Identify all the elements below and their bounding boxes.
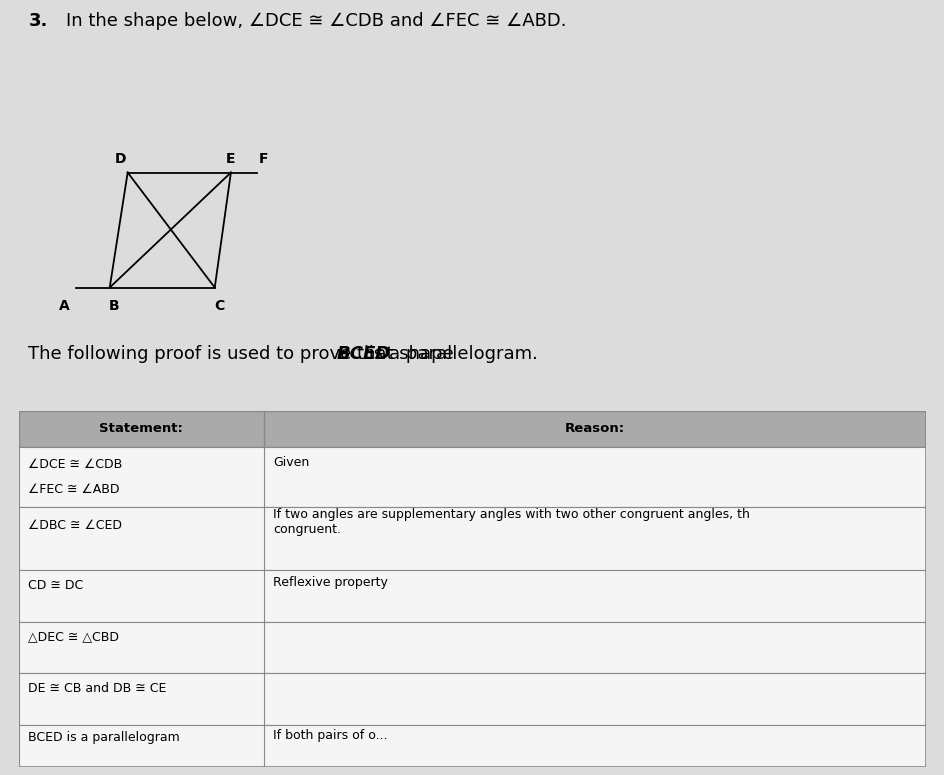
Text: Statement:: Statement: xyxy=(99,422,183,436)
Bar xyxy=(19,411,925,447)
Text: F: F xyxy=(259,153,268,167)
Bar xyxy=(19,622,925,673)
Text: If two angles are supplementary angles with two other congruent angles, th
congr: If two angles are supplementary angles w… xyxy=(273,508,749,536)
Text: DE ≅ CB and DB ≅ CE: DE ≅ CB and DB ≅ CE xyxy=(28,682,166,695)
Bar xyxy=(19,673,925,725)
Text: Given: Given xyxy=(273,456,309,469)
Text: If both pairs of o...: If both pairs of o... xyxy=(273,729,387,742)
Bar xyxy=(19,725,925,767)
Text: The following proof is used to prove that shape: The following proof is used to prove tha… xyxy=(28,345,460,363)
Text: ∠DCE ≅ ∠CDB: ∠DCE ≅ ∠CDB xyxy=(28,458,122,471)
Bar xyxy=(19,570,925,622)
Text: ∠FEC ≅ ∠ABD: ∠FEC ≅ ∠ABD xyxy=(28,483,119,496)
Text: In the shape below, ∠DCE ≅ ∠CDB and ∠FEC ≅ ∠ABD.: In the shape below, ∠DCE ≅ ∠CDB and ∠FEC… xyxy=(66,12,566,30)
Text: BCED: BCED xyxy=(336,345,391,363)
Text: CD ≅ DC: CD ≅ DC xyxy=(28,579,83,592)
Text: BCED is a parallelogram: BCED is a parallelogram xyxy=(28,732,179,744)
Text: △DEC ≅ △CBD: △DEC ≅ △CBD xyxy=(28,631,119,643)
Text: is a parallelogram.: is a parallelogram. xyxy=(362,345,537,363)
Text: C: C xyxy=(214,299,225,313)
Text: A: A xyxy=(59,299,70,313)
Text: E: E xyxy=(226,153,235,167)
Bar xyxy=(19,447,925,507)
Text: Reason:: Reason: xyxy=(565,422,624,436)
Text: ∠DBC ≅ ∠CED: ∠DBC ≅ ∠CED xyxy=(28,519,122,532)
Text: 3.: 3. xyxy=(28,12,48,30)
Text: B: B xyxy=(109,299,120,313)
Text: D: D xyxy=(114,153,126,167)
Bar xyxy=(19,507,925,570)
Text: Reflexive property: Reflexive property xyxy=(273,577,387,589)
